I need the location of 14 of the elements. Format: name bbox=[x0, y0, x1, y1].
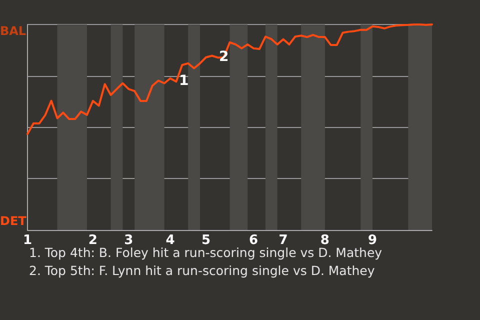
x-tick-label: 4 bbox=[166, 233, 175, 248]
x-tick-label: 6 bbox=[249, 233, 258, 248]
text: 1. Top 4th: B. Foley hit a run-scoring single vs D. Mathey bbox=[29, 245, 383, 260]
x-tick-label: 7 bbox=[278, 233, 288, 248]
x-tick-label: 3 bbox=[124, 233, 134, 248]
text: 2. Top 5th: F. Lynn hit a run-scoring single vs D. Mathey bbox=[29, 263, 376, 278]
x-tick-label: 8 bbox=[320, 233, 330, 248]
x-tick-label: 9 bbox=[368, 233, 378, 248]
x-tick-label: 5 bbox=[201, 233, 210, 248]
x-tick-label: 2 bbox=[88, 233, 98, 248]
text: DET bbox=[0, 214, 28, 228]
annotation: 1 bbox=[179, 73, 189, 89]
text: BAL bbox=[0, 24, 26, 38]
x-tick-label: 1 bbox=[22, 233, 32, 248]
